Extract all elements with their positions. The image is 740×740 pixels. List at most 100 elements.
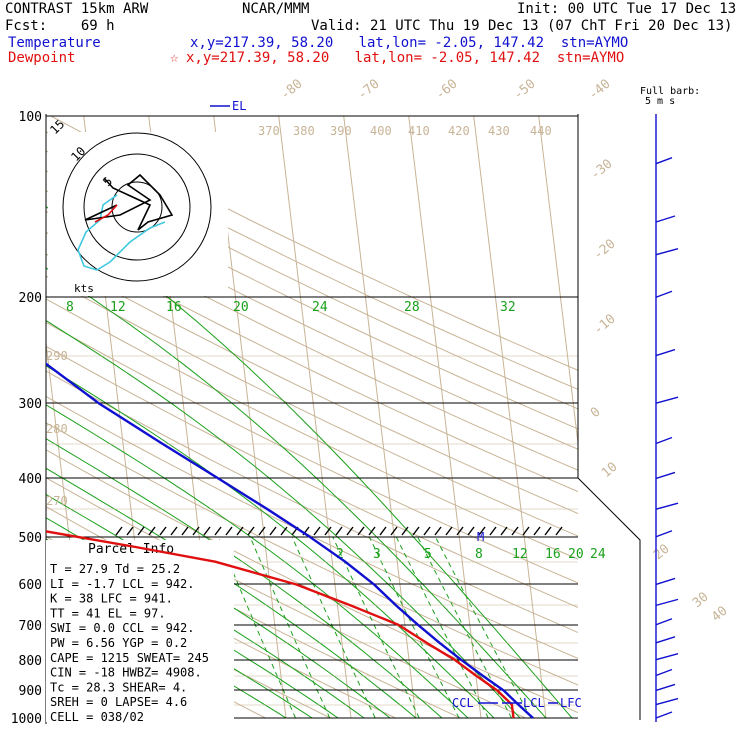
moist-adiabat xyxy=(46,319,521,719)
hatch-mark xyxy=(544,526,552,536)
hatch-mark xyxy=(456,526,464,536)
isotherm-label: 0 xyxy=(588,405,604,422)
theta-label: 380 xyxy=(293,124,315,138)
lfc-label: LFC xyxy=(560,696,582,710)
dry-adiabat xyxy=(46,150,578,410)
isotherm-label: 20 xyxy=(651,542,673,564)
forecast-hour: Fcst: 69 h xyxy=(5,18,115,34)
hodograph-background xyxy=(48,132,228,296)
hatch-mark xyxy=(313,526,321,536)
isotherm-label: 10 xyxy=(599,460,621,482)
hatch-mark xyxy=(225,526,233,536)
temperature-legend-label: Temperature xyxy=(8,35,101,51)
wind-barb xyxy=(655,668,673,677)
wind-barb xyxy=(655,348,676,357)
hatch-mark xyxy=(379,526,387,536)
hodograph-unit-label: kts xyxy=(74,282,94,295)
pressure-label: 600 xyxy=(19,578,42,593)
hatch-mark xyxy=(236,526,244,536)
isotherm-label: -10 xyxy=(591,311,619,338)
parcel-row: LI = -1.7 LCL = 942. xyxy=(50,577,195,591)
dry-adiabat xyxy=(46,190,578,450)
hatch-mark xyxy=(203,526,211,536)
theta-label: 410 xyxy=(408,124,430,138)
isotherm-line xyxy=(278,115,352,719)
theta-label: 420 xyxy=(448,124,470,138)
hatch-mark xyxy=(115,526,123,536)
wind-barb xyxy=(655,683,676,692)
isotherm-label: -20 xyxy=(591,236,619,263)
pressure-label: 900 xyxy=(19,684,42,699)
dry-adiabat xyxy=(46,231,578,493)
hatch-mark xyxy=(368,526,376,536)
theta-label: 290 xyxy=(46,349,68,363)
mixing-ratio-label: 16 xyxy=(166,300,182,315)
wind-barb xyxy=(655,248,679,256)
hatch-mark xyxy=(423,526,431,536)
hodograph-trace-lower xyxy=(77,194,166,271)
hatch-mark xyxy=(401,526,409,536)
isotherm-label: -70 xyxy=(355,76,383,103)
mixing-ratio-label: 8 xyxy=(475,547,483,562)
theta-label: 280 xyxy=(46,422,68,436)
hodograph-trace-upper xyxy=(84,173,174,231)
mixing-ratio-label: 3 xyxy=(373,547,381,562)
dry-adiabat xyxy=(46,131,578,390)
parcel-row: SWI = 0.0 CCL = 942. xyxy=(50,621,195,635)
temperature-profile xyxy=(46,362,534,719)
isotherm-label: -80 xyxy=(278,76,306,103)
mixing-ratio-line xyxy=(434,536,532,719)
wind-barb xyxy=(655,157,673,165)
init-time: Init: 00 UTC Tue 17 Dec 13 xyxy=(517,1,737,17)
mixing-ratio-label: 32 xyxy=(500,300,516,315)
hatch-mark xyxy=(170,526,178,536)
isotherm-line xyxy=(473,115,547,719)
dry-adiabat xyxy=(46,210,578,471)
mixing-ratio-label: 12 xyxy=(110,300,126,315)
dewpoint-profile xyxy=(46,530,515,719)
mixing-ratio-label: 20 xyxy=(568,547,584,562)
wind-barb xyxy=(655,577,676,586)
hatch-mark xyxy=(192,526,200,536)
dry-adiabat xyxy=(46,253,578,515)
parcel-box-background xyxy=(46,540,234,722)
parcel-row: K = 38 LFC = 941. xyxy=(50,592,173,606)
hatch-mark xyxy=(555,526,563,536)
mixing-ratio-line xyxy=(332,536,420,719)
mixing-ratio-label: 2 xyxy=(336,547,344,562)
wind-barb xyxy=(655,215,676,223)
theta-label: 400 xyxy=(370,124,392,138)
dewpoint-legend-label: Dewpoint xyxy=(8,50,76,66)
wind-barb xyxy=(655,636,676,644)
hatch-mark xyxy=(148,526,156,536)
wind-barb xyxy=(655,530,673,538)
mixing-ratio-label: 5 xyxy=(424,547,432,562)
temperature-legend-info: x,y=217.39, 58.20 lat,lon= -2.05, 147.42… xyxy=(190,35,629,51)
hatch-mark xyxy=(533,526,541,536)
mixing-ratio-label: 16 xyxy=(545,547,561,562)
mixing-ratio-line xyxy=(249,536,331,719)
hatch-mark xyxy=(489,526,497,536)
isotherm-label: 40 xyxy=(709,604,731,626)
hatch-mark xyxy=(280,526,288,536)
parcel-row: CIN = -18 HWBZ= 4908. xyxy=(50,666,202,680)
center-label: NCAR/MMM xyxy=(242,1,310,17)
hatch-mark xyxy=(467,526,475,536)
mixing-ratio-label: 24 xyxy=(590,547,606,562)
isotherm-label: 30 xyxy=(690,590,712,612)
isotherm-line xyxy=(538,115,578,448)
theta-label: 270 xyxy=(46,494,68,508)
isotherm-label: -30 xyxy=(588,156,616,183)
pressure-label: 300 xyxy=(19,397,42,412)
el-label: EL xyxy=(232,99,246,113)
dewpoint-legend-info: x,y=217.39, 58.20 lat,lon= -2.05, 147.42… xyxy=(186,50,625,66)
wind-barb xyxy=(655,436,673,445)
hatch-mark xyxy=(269,526,277,536)
dewpoint-star-icon: ☆ xyxy=(170,50,179,66)
pressure-label: 100 xyxy=(19,110,42,125)
hatch-mark xyxy=(159,526,167,536)
parcel-title: Parcel Info xyxy=(88,542,174,557)
valid-time: Valid: 21 UTC Thu 19 Dec 13 (07 ChT Fri … xyxy=(311,18,733,34)
hatch-mark xyxy=(335,526,343,536)
hatch-mark xyxy=(346,526,354,536)
